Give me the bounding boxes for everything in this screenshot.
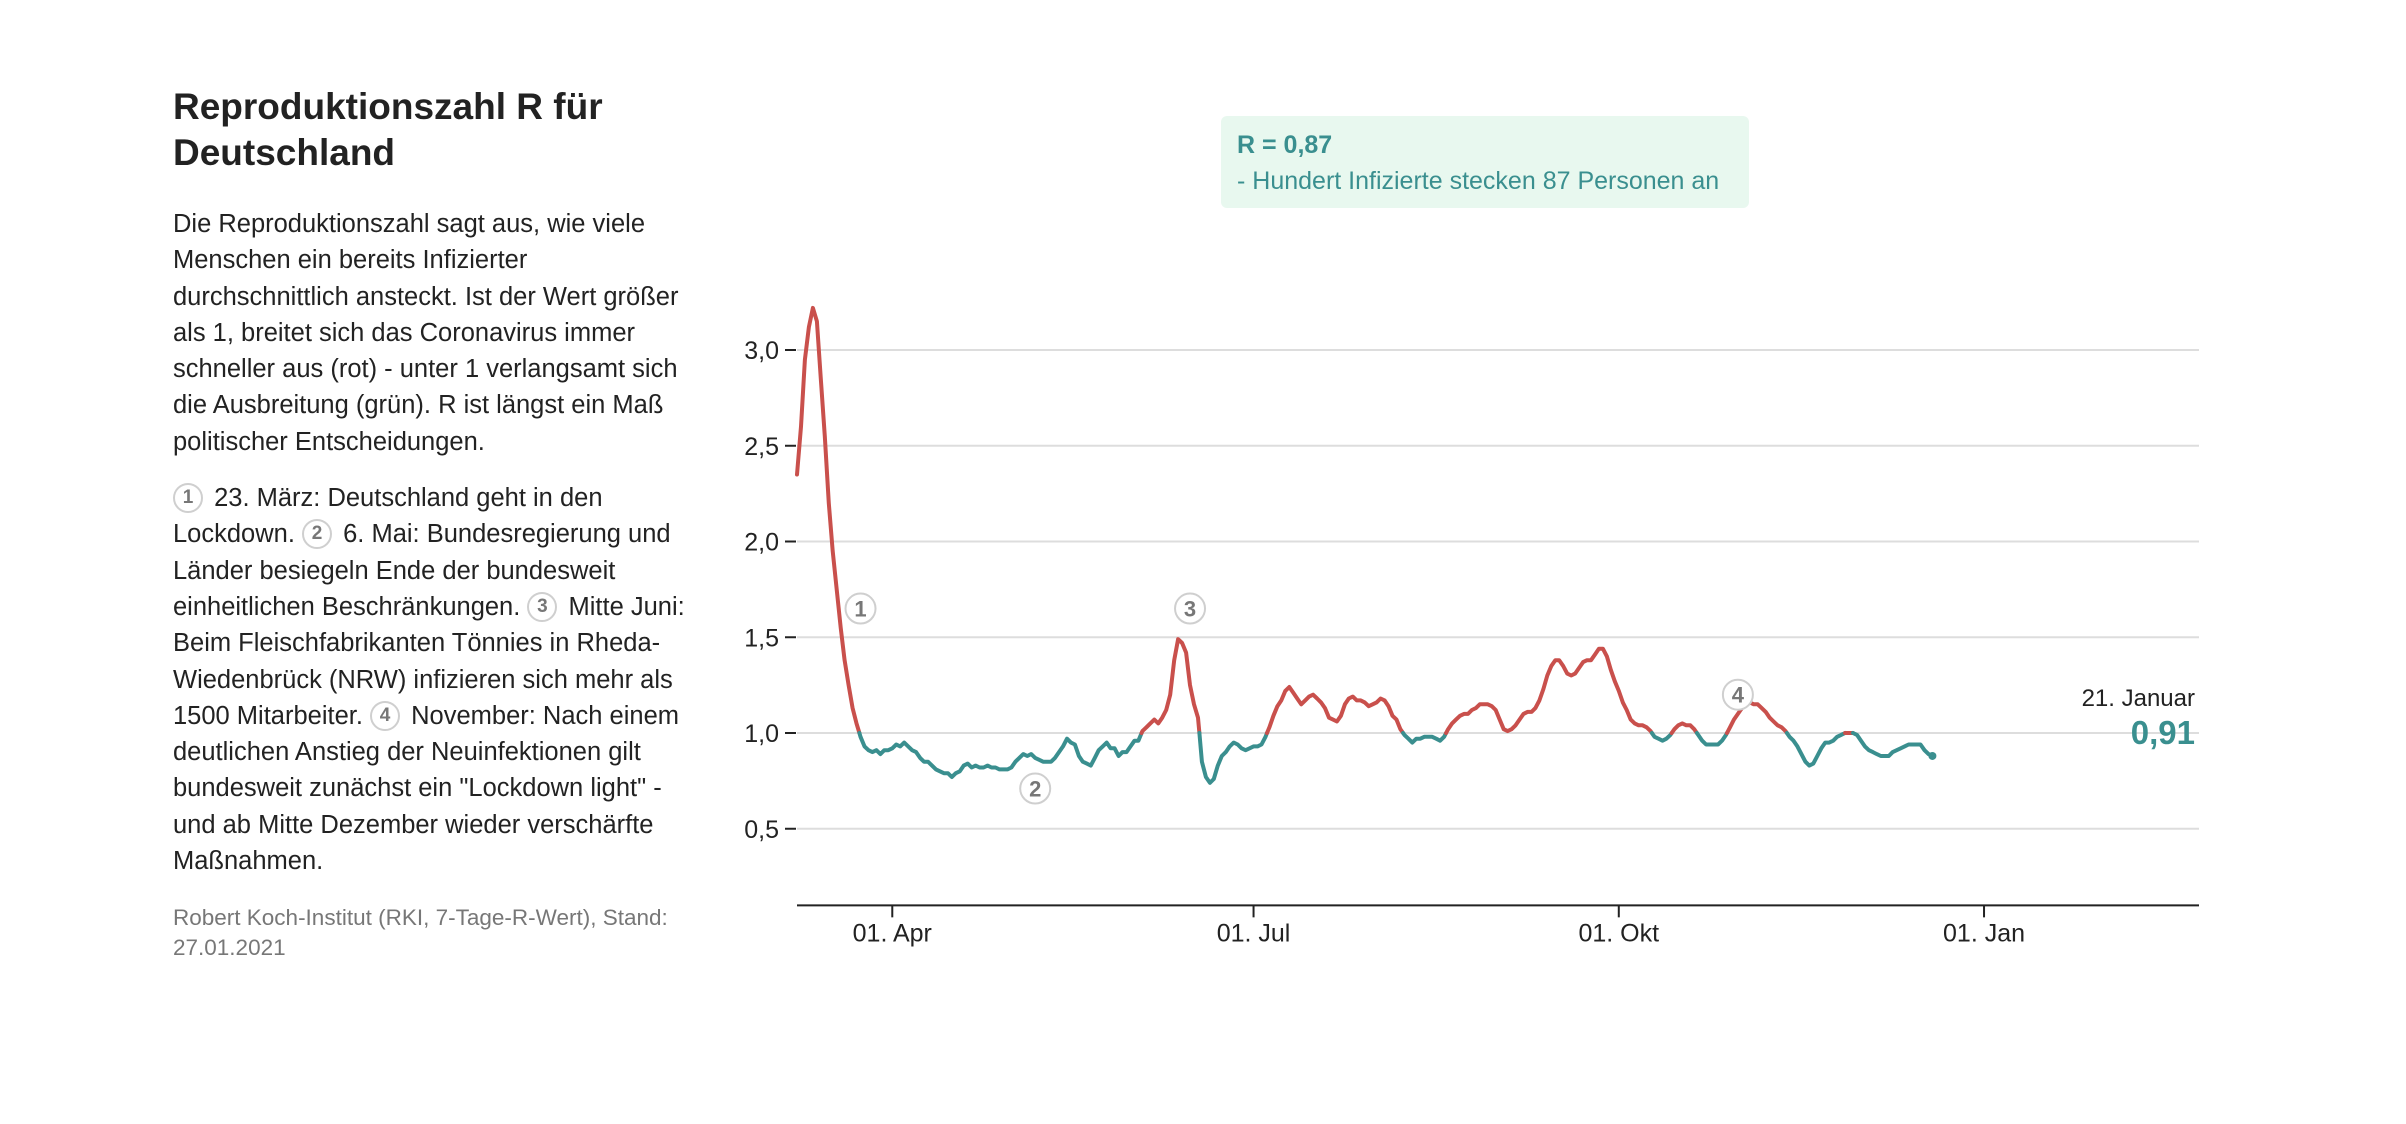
y-tick-label-4: 2,5 bbox=[744, 433, 779, 461]
r-line-segment-above-10[interactable] bbox=[1725, 700, 1789, 735]
y-tick-label-1: 1,0 bbox=[744, 720, 779, 748]
end-point-marker bbox=[1928, 751, 1937, 760]
events-paragraph: 1 23. März: Deutschland geht in den Lock… bbox=[173, 480, 693, 879]
annotation-label-2: 2 bbox=[1029, 777, 1041, 802]
r-line-segment-below-13[interactable] bbox=[1851, 731, 1935, 758]
annotation-circle-3 bbox=[1174, 592, 1207, 625]
x-tick-label-1: 01. Jul bbox=[1217, 919, 1291, 947]
r-line-segment-below-9[interactable] bbox=[1694, 731, 1729, 747]
event-marker-4: 4 bbox=[370, 700, 401, 731]
source-note: Robert Koch-Institut (RKI, 7-Tage-R-Wert… bbox=[173, 905, 668, 961]
line-layer[interactable] bbox=[795, 305, 1935, 785]
end-date-label: 21. Januar bbox=[2082, 685, 2195, 712]
annotation-layer: 1 2 3 4 bbox=[844, 592, 1754, 805]
annotation-label-4: 4 bbox=[1732, 683, 1745, 708]
annotation-circle-1 bbox=[844, 592, 877, 625]
x-tick-label-3: 01. Jan bbox=[1943, 919, 2025, 947]
event-text-3: Mitte Juni: Beim Fleischfabrikanten Tönn… bbox=[173, 592, 685, 730]
r-line-segment-above-0[interactable] bbox=[795, 305, 862, 735]
annotation-label-3: 3 bbox=[1184, 597, 1196, 622]
event-marker-2: 2 bbox=[302, 519, 333, 550]
annotation-circle-2 bbox=[1019, 772, 1052, 805]
event-text-1: 23. März: Deutschland geht in den Lockdo… bbox=[173, 484, 603, 549]
event-text-2: 6. Mai: Bundesregierung und Länder besie… bbox=[173, 520, 671, 621]
r-line-segment-above-6[interactable] bbox=[1444, 646, 1654, 735]
chart-title: Reproduktionszahl R für Deutschland bbox=[173, 86, 603, 173]
y-tick-label-3: 2,0 bbox=[744, 529, 779, 557]
axis-layer: 0,5 1,0 1,5 2,0 2,5 3,0 01. Apr 01. Jul 01. Okt 0… bbox=[744, 337, 2199, 947]
tooltip-description: - Hundert Infizierte stecken 87 Personen… bbox=[1237, 167, 1720, 195]
r-line-segment-below-5[interactable] bbox=[1401, 731, 1449, 745]
r-line-segment-above-8[interactable] bbox=[1669, 721, 1699, 735]
event-marker-1: 1 bbox=[173, 483, 203, 514]
intro-paragraph: Die Reproduktionszahl sagt aus, wie viel… bbox=[173, 210, 679, 456]
tooltip-value: R = 0,87 bbox=[1237, 131, 1333, 159]
grid-layer bbox=[797, 349, 2199, 830]
end-value-label: 0,91 bbox=[2131, 714, 2195, 751]
hover-tooltip: R = 0,87 - Hundert Infizierte stecken 87… bbox=[1221, 116, 1749, 208]
r-line-segment-below-7[interactable] bbox=[1649, 731, 1674, 743]
y-tick-label-5: 3,0 bbox=[744, 337, 779, 365]
x-tick-label-0: 01. Apr bbox=[853, 919, 932, 947]
r-line-segment-above-2[interactable] bbox=[1139, 637, 1202, 735]
event-marker-3: 3 bbox=[527, 591, 558, 622]
y-tick-label-0: 0,5 bbox=[744, 816, 779, 844]
r-line-segment-below-1[interactable] bbox=[857, 731, 1144, 779]
y-tick-label-2: 1,5 bbox=[744, 624, 779, 652]
r-line-segment-above-4[interactable] bbox=[1265, 685, 1406, 735]
text-column: Reproduktionszahl R für Deutschland Die … bbox=[173, 84, 693, 963]
r-line-segment-below-11[interactable] bbox=[1784, 731, 1848, 768]
annotation-circle-4 bbox=[1721, 678, 1754, 711]
r-line-segment-below-3[interactable] bbox=[1197, 731, 1269, 785]
event-text-4: November: Nach einem deutlichen Anstieg … bbox=[173, 701, 680, 876]
annotation-label-1: 1 bbox=[854, 597, 866, 622]
x-tick-label-2: 01. Okt bbox=[1578, 919, 1659, 947]
